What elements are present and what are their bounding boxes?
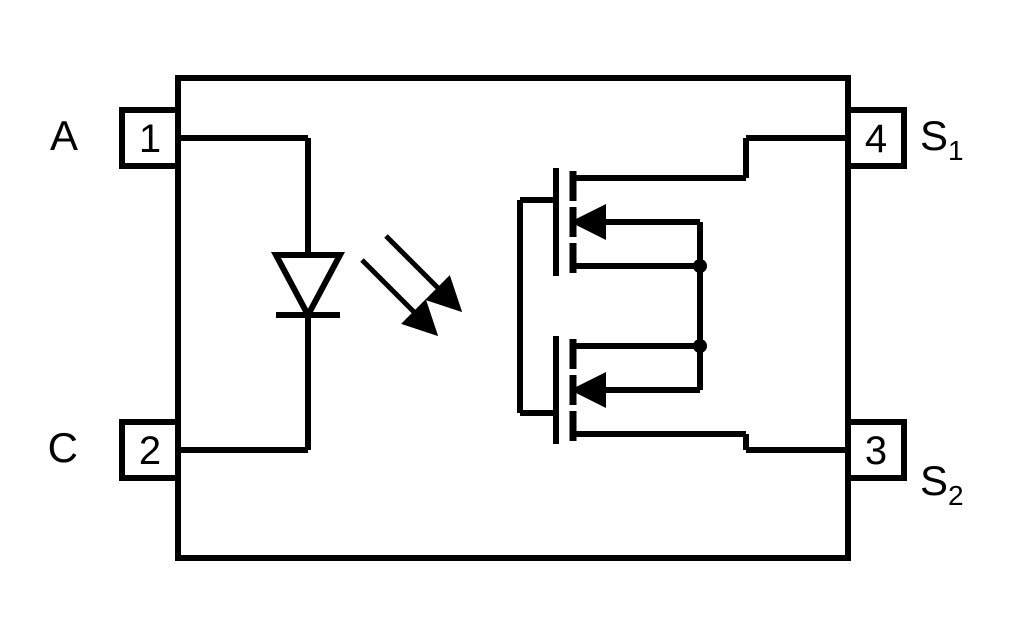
pin-4-number: 4 bbox=[865, 117, 887, 161]
pin-4-label: S1 bbox=[920, 112, 964, 166]
led-triangle-icon bbox=[276, 255, 340, 315]
pin-4: 4 S1 bbox=[848, 110, 964, 166]
pin-1-number: 1 bbox=[139, 117, 161, 161]
circuit-schematic: 1A2C3S24S1 bbox=[0, 0, 1024, 637]
pin-2: 2C bbox=[48, 422, 178, 478]
pin-3-label: S2 bbox=[920, 457, 964, 511]
pin-2-number: 2 bbox=[139, 429, 161, 473]
pin-1-label: A bbox=[50, 112, 78, 159]
pin-1: 1A bbox=[50, 110, 178, 166]
pin-2-label: C bbox=[48, 424, 78, 471]
pin-3-number: 3 bbox=[865, 429, 887, 473]
pin-3: 3 S2 bbox=[848, 422, 964, 511]
